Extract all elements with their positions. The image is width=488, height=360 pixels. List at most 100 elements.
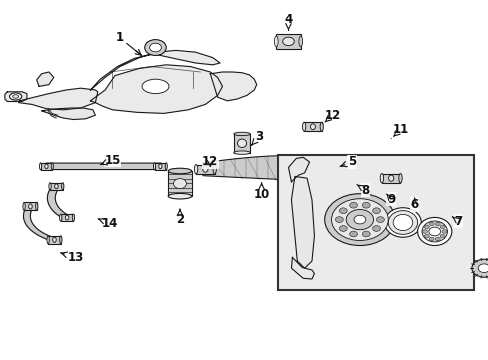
Ellipse shape: [53, 237, 56, 242]
Circle shape: [372, 208, 380, 213]
Ellipse shape: [142, 79, 169, 94]
Polygon shape: [19, 88, 98, 110]
Circle shape: [434, 222, 439, 226]
Ellipse shape: [380, 174, 383, 183]
Circle shape: [335, 217, 343, 222]
Circle shape: [372, 226, 380, 231]
Ellipse shape: [65, 215, 69, 220]
Circle shape: [441, 230, 446, 233]
Circle shape: [439, 234, 444, 238]
Circle shape: [349, 231, 357, 237]
Ellipse shape: [398, 174, 401, 183]
Ellipse shape: [55, 184, 58, 189]
Ellipse shape: [36, 202, 38, 210]
Circle shape: [362, 202, 369, 208]
Text: 3: 3: [251, 130, 263, 145]
Ellipse shape: [310, 124, 315, 130]
Ellipse shape: [61, 183, 64, 190]
Text: 12: 12: [322, 109, 340, 124]
Ellipse shape: [168, 193, 191, 199]
Ellipse shape: [10, 93, 21, 100]
Ellipse shape: [165, 163, 167, 170]
Ellipse shape: [72, 214, 75, 221]
Ellipse shape: [194, 165, 197, 174]
Circle shape: [424, 225, 428, 229]
Ellipse shape: [237, 139, 246, 148]
Circle shape: [144, 40, 166, 55]
Text: 9: 9: [386, 193, 394, 206]
Ellipse shape: [421, 221, 447, 242]
Circle shape: [353, 215, 365, 224]
Bar: [277, 155, 473, 290]
Ellipse shape: [298, 36, 302, 47]
Polygon shape: [203, 156, 410, 185]
Ellipse shape: [168, 168, 191, 174]
Ellipse shape: [23, 202, 25, 210]
Ellipse shape: [60, 214, 62, 221]
Ellipse shape: [388, 175, 393, 181]
Polygon shape: [90, 50, 220, 90]
Ellipse shape: [13, 95, 19, 98]
Circle shape: [349, 202, 357, 208]
Ellipse shape: [233, 132, 250, 136]
FancyBboxPatch shape: [45, 163, 162, 170]
Polygon shape: [61, 214, 73, 221]
Ellipse shape: [47, 236, 49, 244]
Circle shape: [439, 225, 444, 229]
Ellipse shape: [233, 151, 250, 154]
Circle shape: [324, 194, 394, 246]
Polygon shape: [47, 185, 70, 219]
Circle shape: [428, 237, 433, 241]
Ellipse shape: [392, 214, 412, 230]
Polygon shape: [37, 72, 54, 86]
Polygon shape: [233, 134, 250, 153]
Ellipse shape: [203, 166, 207, 172]
Ellipse shape: [173, 179, 186, 189]
Circle shape: [331, 199, 387, 240]
Bar: [276, 34, 300, 49]
Text: 8: 8: [356, 184, 369, 197]
Polygon shape: [291, 257, 314, 279]
Text: 7: 7: [451, 215, 462, 228]
Circle shape: [362, 231, 369, 237]
Text: 15: 15: [100, 154, 121, 167]
Ellipse shape: [417, 217, 451, 246]
Text: 5: 5: [339, 156, 355, 168]
Polygon shape: [23, 206, 56, 241]
Polygon shape: [41, 163, 52, 170]
Text: 14: 14: [98, 217, 118, 230]
Polygon shape: [210, 72, 256, 101]
Ellipse shape: [384, 208, 420, 237]
Polygon shape: [48, 236, 61, 244]
Ellipse shape: [387, 211, 417, 234]
Circle shape: [282, 37, 294, 46]
Ellipse shape: [320, 122, 323, 131]
Circle shape: [339, 226, 346, 231]
Ellipse shape: [40, 163, 41, 170]
Circle shape: [422, 230, 427, 233]
Ellipse shape: [153, 163, 155, 170]
Text: 13: 13: [60, 251, 84, 264]
Polygon shape: [50, 183, 62, 190]
Polygon shape: [154, 163, 166, 170]
Ellipse shape: [302, 122, 305, 131]
Circle shape: [346, 210, 373, 230]
Circle shape: [434, 237, 439, 241]
Polygon shape: [5, 92, 27, 102]
Circle shape: [424, 234, 428, 238]
Circle shape: [339, 208, 346, 213]
Polygon shape: [304, 122, 321, 131]
Circle shape: [471, 259, 488, 277]
Ellipse shape: [213, 165, 216, 174]
Text: 6: 6: [410, 198, 418, 211]
Polygon shape: [24, 202, 37, 210]
Circle shape: [428, 222, 433, 226]
Text: 11: 11: [390, 123, 408, 139]
Text: 12: 12: [202, 156, 218, 168]
Polygon shape: [41, 108, 95, 120]
Polygon shape: [90, 65, 222, 113]
Text: 1: 1: [116, 31, 142, 56]
Polygon shape: [196, 165, 214, 174]
Circle shape: [376, 217, 384, 222]
Polygon shape: [168, 171, 191, 196]
